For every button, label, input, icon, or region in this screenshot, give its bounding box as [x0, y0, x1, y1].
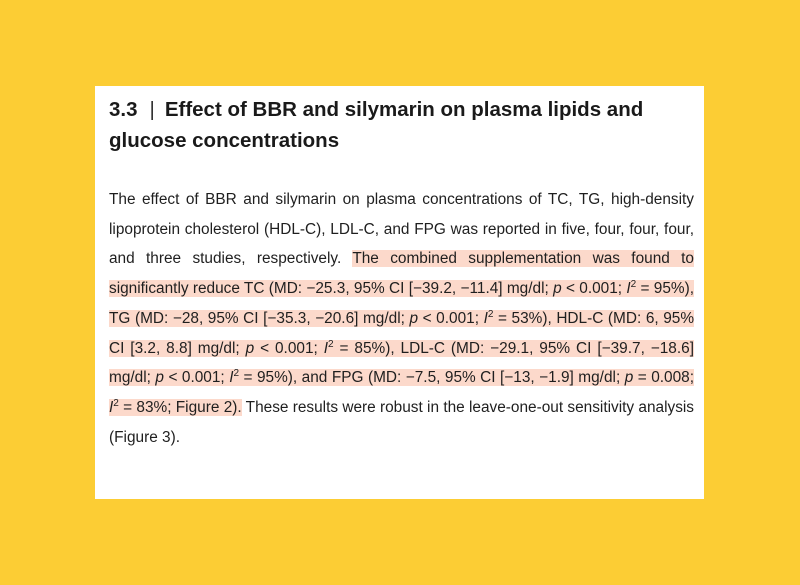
section-separator: | — [149, 98, 155, 121]
p-value-symbol: p — [553, 280, 562, 298]
superscript: 2 — [487, 308, 494, 320]
highlighted-passage: The combined supplementation was found t… — [109, 250, 695, 416]
highlight-text: = 95%), and FPG (MD: −7.5, 95% CI [−13, … — [243, 369, 621, 387]
highlight-text: = 95%), TG (MD: −28, 95% CI [−35.3, −20.… — [109, 280, 695, 327]
p-value-symbol: p — [409, 309, 419, 327]
section-heading: 3.3 | Effect of BBR and silymarin on plasm… — [109, 94, 694, 156]
section-title: Effect of BBR and silymarin on plasma li… — [109, 98, 644, 152]
highlight-text: < 0.001; — [260, 339, 318, 357]
i-squared-symbol: I — [483, 309, 488, 327]
p-value-symbol: p — [245, 339, 255, 357]
p-value-symbol: p — [624, 369, 634, 387]
highlight-text: The combined supplementation was found t… — [109, 250, 694, 298]
i-squared-symbol: I — [109, 398, 114, 416]
paragraph-intro: The effect of BBR and silymarin on plasm… — [109, 191, 694, 268]
highlight-text: = 53%), HDL-C (MD: 6, 95% CI [3.2, 8.8] … — [109, 309, 695, 357]
paper-excerpt: 3.3 | Effect of BBR and silymarin on plasm… — [95, 86, 704, 499]
superscript: 2 — [233, 368, 240, 380]
highlight-text: < 0.001; — [565, 280, 623, 298]
superscript: 2 — [630, 278, 637, 290]
highlight-text: < 0.001; — [422, 309, 479, 327]
results-paragraph: The effect of BBR and silymarin on plasm… — [109, 185, 695, 452]
superscript: 2 — [113, 397, 119, 409]
section-number: 3.3 — [109, 98, 138, 121]
highlight-text: = 0.008; — [637, 369, 695, 387]
i-squared-symbol: I — [229, 369, 234, 387]
highlight-text: < 0.001; — [168, 369, 225, 387]
paragraph-outro: These results were robust in the leave-o… — [109, 398, 695, 446]
i-squared-symbol: I — [323, 339, 328, 357]
p-value-symbol: p — [155, 369, 164, 387]
highlight-text: = 83%; Figure 2). — [123, 398, 242, 416]
highlight-text: = 85%), LDL-C (MD: −29.1, 95% CI [−39.7,… — [109, 339, 694, 387]
superscript: 2 — [328, 338, 334, 350]
i-squared-symbol: I — [626, 280, 631, 298]
